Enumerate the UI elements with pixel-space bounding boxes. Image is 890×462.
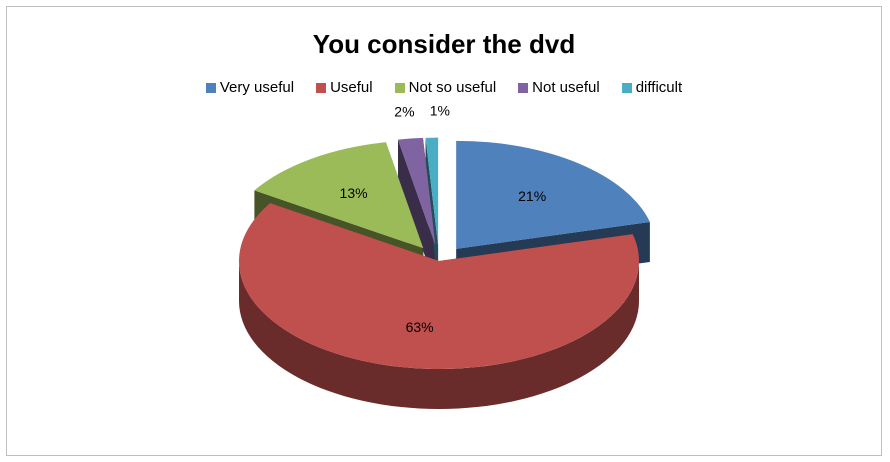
pie-slice-difficult [425,137,439,246]
legend-swatch-not-so-useful [394,82,405,93]
legend-swatch-very-useful [205,82,216,93]
legend-item-difficult: difficult [621,79,683,96]
chart-area: You consider the dvd Very useful Useful … [6,6,882,456]
pie-slice-not-so-useful [254,142,424,249]
legend-item-not-useful: Not useful [518,79,600,96]
legend-label-useful: Useful [330,79,373,96]
legend-label-very-useful: Very useful [219,79,295,96]
legend-item-not-so-useful: Not so useful [394,79,497,96]
data-label-useful: 63% [406,319,434,335]
data-label-very-useful: 21% [518,188,546,204]
pie-plot: 21% 63% 13% 2% 1% [238,103,650,409]
legend-item-very-useful: Very useful [205,79,295,96]
chart-title: You consider the dvd [312,29,576,59]
pie-slice-useful [238,203,639,370]
legend-swatch-not-useful [518,82,529,93]
pie-slice-not-useful [398,137,436,246]
data-label-not-so-useful: 13% [340,185,368,201]
legend-label-difficult: difficult [635,79,683,96]
slice-side-difficult-0 [425,137,439,286]
legend-swatch-difficult [621,82,632,93]
legend: Very useful Useful Not so useful Not use… [7,79,881,96]
data-label-not-useful: 2% [394,104,414,120]
slice-wall-useful-0 [239,261,639,409]
slice-side-not-useful-0 [398,139,436,286]
legend-label-not-useful: Not useful [532,79,600,96]
data-label-difficult: 1% [430,103,450,119]
legend-swatch-useful [316,82,327,93]
legend-label-not-so-useful: Not so useful [408,79,497,96]
pie-slice-very-useful [456,140,650,249]
legend-item-useful: Useful [316,79,373,96]
